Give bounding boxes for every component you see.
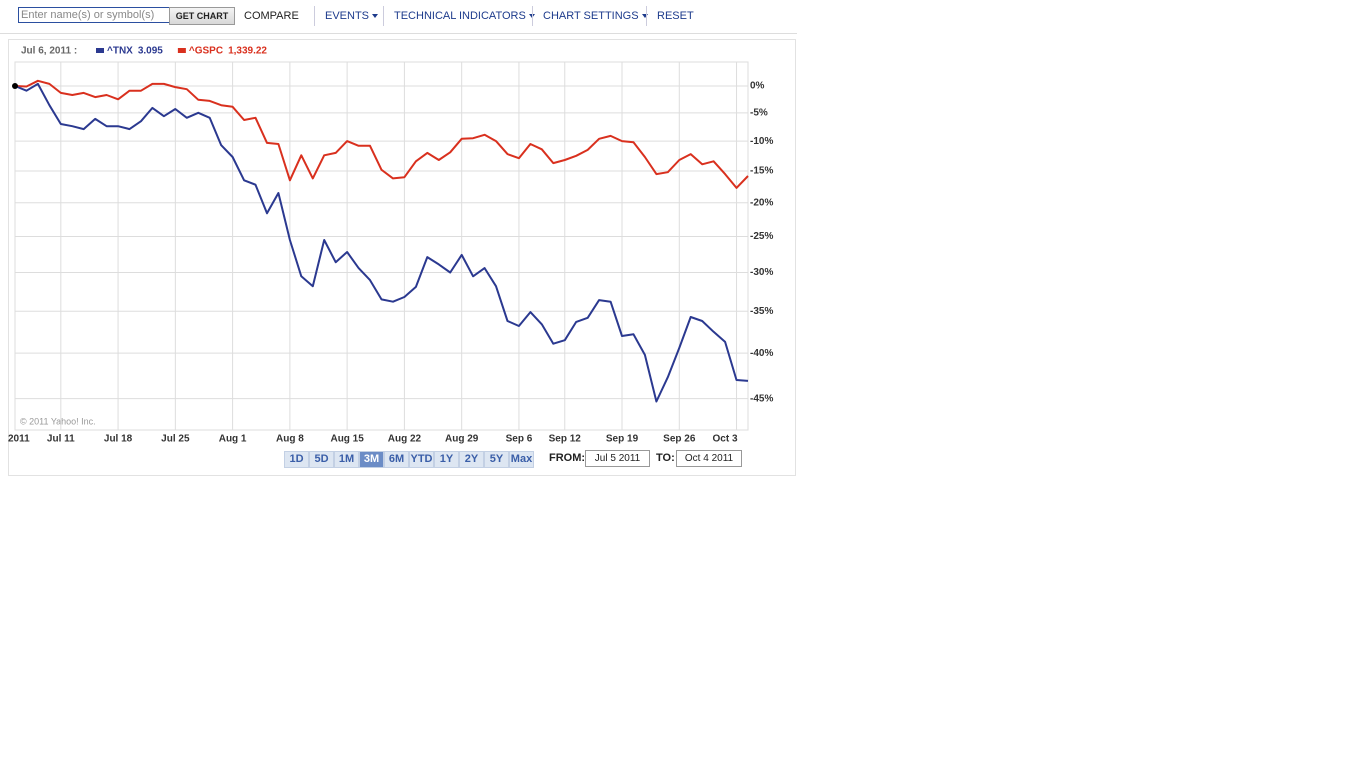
compare-button[interactable]: COMPARE [244,10,299,22]
start-marker [12,83,18,90]
get-chart-button[interactable]: GET CHART [169,7,235,25]
separator [383,6,384,26]
x-tick-label: Sep 6 [506,434,533,445]
range-button[interactable]: 6M [384,451,409,468]
range-button[interactable]: 2Y [459,451,484,468]
legend-swatch [96,48,104,53]
separator [532,6,533,26]
search-input[interactable]: Enter name(s) or symbol(s) [18,7,170,23]
events-menu[interactable]: EVENTS [325,10,379,22]
y-tick-label: 0% [750,81,765,92]
x-tick-label: Aug 22 [388,434,422,445]
x-tick-label: Sep 12 [549,434,582,445]
x-tick-label: Jul 11 [47,434,75,445]
menu-label: TECHNICAL INDICATORS [394,10,526,22]
indicators-menu[interactable]: TECHNICAL INDICATORS [394,10,535,22]
menu-label: EVENTS [325,10,370,22]
to-label: TO: [656,452,675,464]
range-button[interactable]: 3M [359,451,384,468]
x-tick-label: Aug 15 [330,434,364,445]
range-button[interactable]: 1Y [434,451,459,468]
chart: Jul 6, 2011 : © 2011 Yahoo! Inc. 0% -5% -1… [8,39,796,476]
range-button[interactable]: Max [509,451,534,468]
chart-frame [8,39,796,476]
x-tick-label: Jul 18 [104,434,133,445]
x-tick-label: Oct 3 [713,434,738,445]
separator [646,6,647,26]
legend-swatch [177,48,186,53]
x-tick-label: Aug 1 [219,434,247,445]
series-line [14,82,749,403]
separator [314,6,315,26]
x-tick-label: Sep 19 [606,434,639,445]
series-line [14,79,749,189]
to-input[interactable]: Oct 4 2011 [676,450,742,467]
y-tick-label: -45% [750,393,773,404]
range-button[interactable]: 1M [334,451,359,468]
y-tick-label: -15% [750,166,773,177]
copyright: © 2011 Yahoo! Inc. [20,416,96,426]
range-button[interactable]: 1D [284,451,309,468]
legend-value: 1,339.22 [228,46,267,57]
y-tick-label: -35% [750,306,773,317]
y-tick-label: -25% [750,231,773,242]
x-tick-label: Sep 26 [663,434,696,445]
from-input[interactable]: Jul 5 2011 [585,450,650,467]
settings-menu[interactable]: CHART SETTINGS [543,10,648,22]
range-button[interactable]: 5Y [484,451,509,468]
reset-button[interactable]: RESET [657,10,694,22]
y-tick-label: -10% [750,136,773,147]
legend-name: ^GSPC [189,46,223,57]
x-tick-label: Jul 25 [161,434,190,445]
range-button[interactable]: 5D [309,451,334,468]
x-tick-label: 2011 [8,434,30,445]
x-tick-label: Aug 29 [445,434,479,445]
from-label: FROM: [549,452,586,464]
x-tick-label: Aug 8 [276,434,304,445]
range-button[interactable]: YTD [409,451,434,468]
y-tick-label: -20% [750,197,773,208]
divider [0,33,797,34]
legend-name: ^TNX [107,46,133,57]
menu-label: CHART SETTINGS [543,10,639,22]
y-tick-label: -30% [750,267,773,278]
y-tick-label: -5% [750,107,768,118]
legend-date: Jul 6, 2011 : [21,46,77,57]
legend-value: 3.095 [138,46,163,57]
y-tick-label: -40% [750,348,773,359]
